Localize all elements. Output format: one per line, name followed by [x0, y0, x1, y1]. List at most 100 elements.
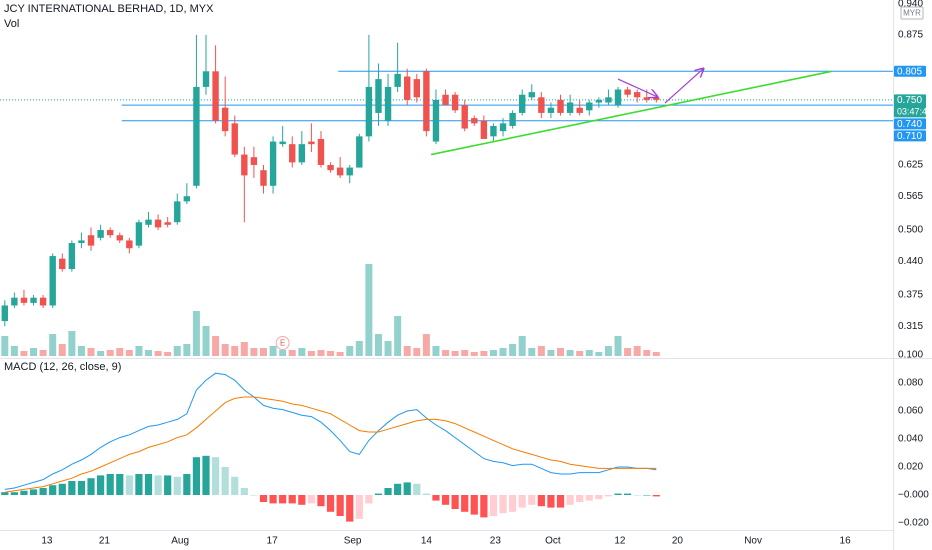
candle-body	[586, 102, 593, 111]
candle-body	[135, 222, 143, 246]
time-tick-label: 20	[672, 536, 684, 547]
volume-bar	[87, 348, 95, 356]
macd-histogram-bar	[623, 493, 632, 495]
macd-histogram-bar	[441, 494, 450, 505]
macd-histogram-bar	[231, 476, 239, 495]
candle-body	[317, 138, 325, 165]
volume-bar	[154, 351, 162, 356]
candle-body	[279, 141, 286, 145]
volume-bar	[518, 336, 526, 356]
macd-histogram-bar	[49, 485, 57, 495]
macd-histogram-bar	[250, 494, 258, 496]
macd-histogram-bar	[394, 483, 402, 495]
volume-bar	[394, 316, 402, 356]
candle-body	[1, 305, 8, 322]
volume-bar	[106, 350, 114, 356]
macd-histogram-bar	[183, 473, 191, 495]
macd-line	[4, 396, 657, 493]
candle-body	[269, 141, 277, 186]
volume-bar	[480, 351, 488, 356]
volume-bar	[10, 346, 18, 356]
candle-body	[528, 92, 535, 98]
volume-bar	[164, 352, 172, 356]
volume-bar	[221, 344, 229, 356]
volume-bar	[576, 351, 584, 356]
macd-histogram-bar	[528, 494, 536, 505]
candle-body	[116, 235, 123, 241]
volume-bar	[336, 352, 344, 356]
macd-tick-label: 0.060	[898, 406, 923, 417]
macd-histogram-bar	[365, 494, 373, 504]
volume-bar	[470, 352, 478, 356]
macd-histogram-bar	[499, 494, 507, 514]
macd-histogram-bar	[509, 494, 517, 512]
macd-histogram-bar	[604, 494, 613, 497]
macd-histogram-bar	[346, 494, 354, 522]
candle-body	[624, 89, 631, 95]
volume-bar	[1, 336, 9, 356]
macd-histogram-bar	[614, 493, 622, 495]
volume-bar	[624, 348, 632, 356]
event-marker	[275, 336, 290, 350]
candle-body	[356, 136, 363, 168]
candle-body	[442, 94, 449, 106]
time-tick-label: 16	[840, 536, 852, 547]
macd-histogram-bar	[480, 494, 488, 518]
volume-bar	[413, 348, 421, 356]
volume-bar	[557, 348, 565, 356]
time-tick-label: 21	[99, 536, 111, 547]
macd-histogram-bar	[652, 494, 660, 497]
price-tick-label: 0.315	[898, 321, 923, 332]
price-label-box	[894, 118, 926, 130]
event-label: E	[280, 339, 285, 348]
volume-bar	[240, 342, 248, 356]
macd-tick-label: 0.040	[898, 434, 923, 445]
volume-bar	[442, 350, 450, 356]
volume-bar	[317, 350, 325, 356]
volume-bar	[68, 331, 76, 356]
time-tick-label: 17	[267, 536, 279, 547]
macd-histogram-bar	[106, 473, 114, 495]
candle-body	[557, 99, 564, 113]
macd-histogram-bar	[298, 494, 306, 505]
candle-body	[327, 164, 334, 171]
volume-bar	[97, 351, 105, 356]
macd-histogram-bar	[279, 494, 287, 504]
candle-body	[20, 297, 28, 303]
volume-bar	[604, 346, 612, 356]
candle-body	[566, 102, 574, 113]
macd-histogram-bar	[221, 466, 229, 495]
volume-bar	[298, 348, 306, 356]
macd-histogram-bar	[432, 494, 440, 501]
volume-bar	[231, 346, 239, 356]
time-tick-label: Sep	[344, 536, 362, 547]
volume-bar	[77, 346, 85, 356]
volume-bar	[192, 311, 200, 356]
candle-body	[336, 167, 344, 176]
symbol-title: JCY INTERNATIONAL BERHAD, 1D, MYX	[4, 3, 214, 15]
macd-histogram-bar	[576, 494, 584, 502]
volume-bar	[422, 334, 430, 356]
volume-bar	[212, 336, 220, 356]
candle-body	[97, 230, 104, 238]
volume-bar	[509, 344, 517, 356]
volume-bar	[451, 351, 459, 356]
currency: MYR	[903, 9, 921, 18]
macd-histogram-bar	[10, 492, 18, 495]
candle-body	[183, 196, 191, 202]
candle-body	[346, 167, 353, 176]
volume-bar	[547, 350, 555, 356]
macd-histogram-bar	[116, 473, 124, 495]
volume-bar	[384, 341, 392, 356]
volume-bar	[125, 350, 133, 356]
time-tick-label: Nov	[744, 536, 762, 547]
macd-tick-label: 0.020	[898, 462, 923, 473]
macd-tick-label: −0.020	[898, 518, 929, 529]
macd-histogram-bar	[326, 494, 335, 512]
volume-bar	[499, 348, 507, 356]
candle-body	[423, 71, 430, 132]
price-label: 0.750	[897, 95, 922, 106]
macd-histogram-bar	[422, 493, 430, 495]
